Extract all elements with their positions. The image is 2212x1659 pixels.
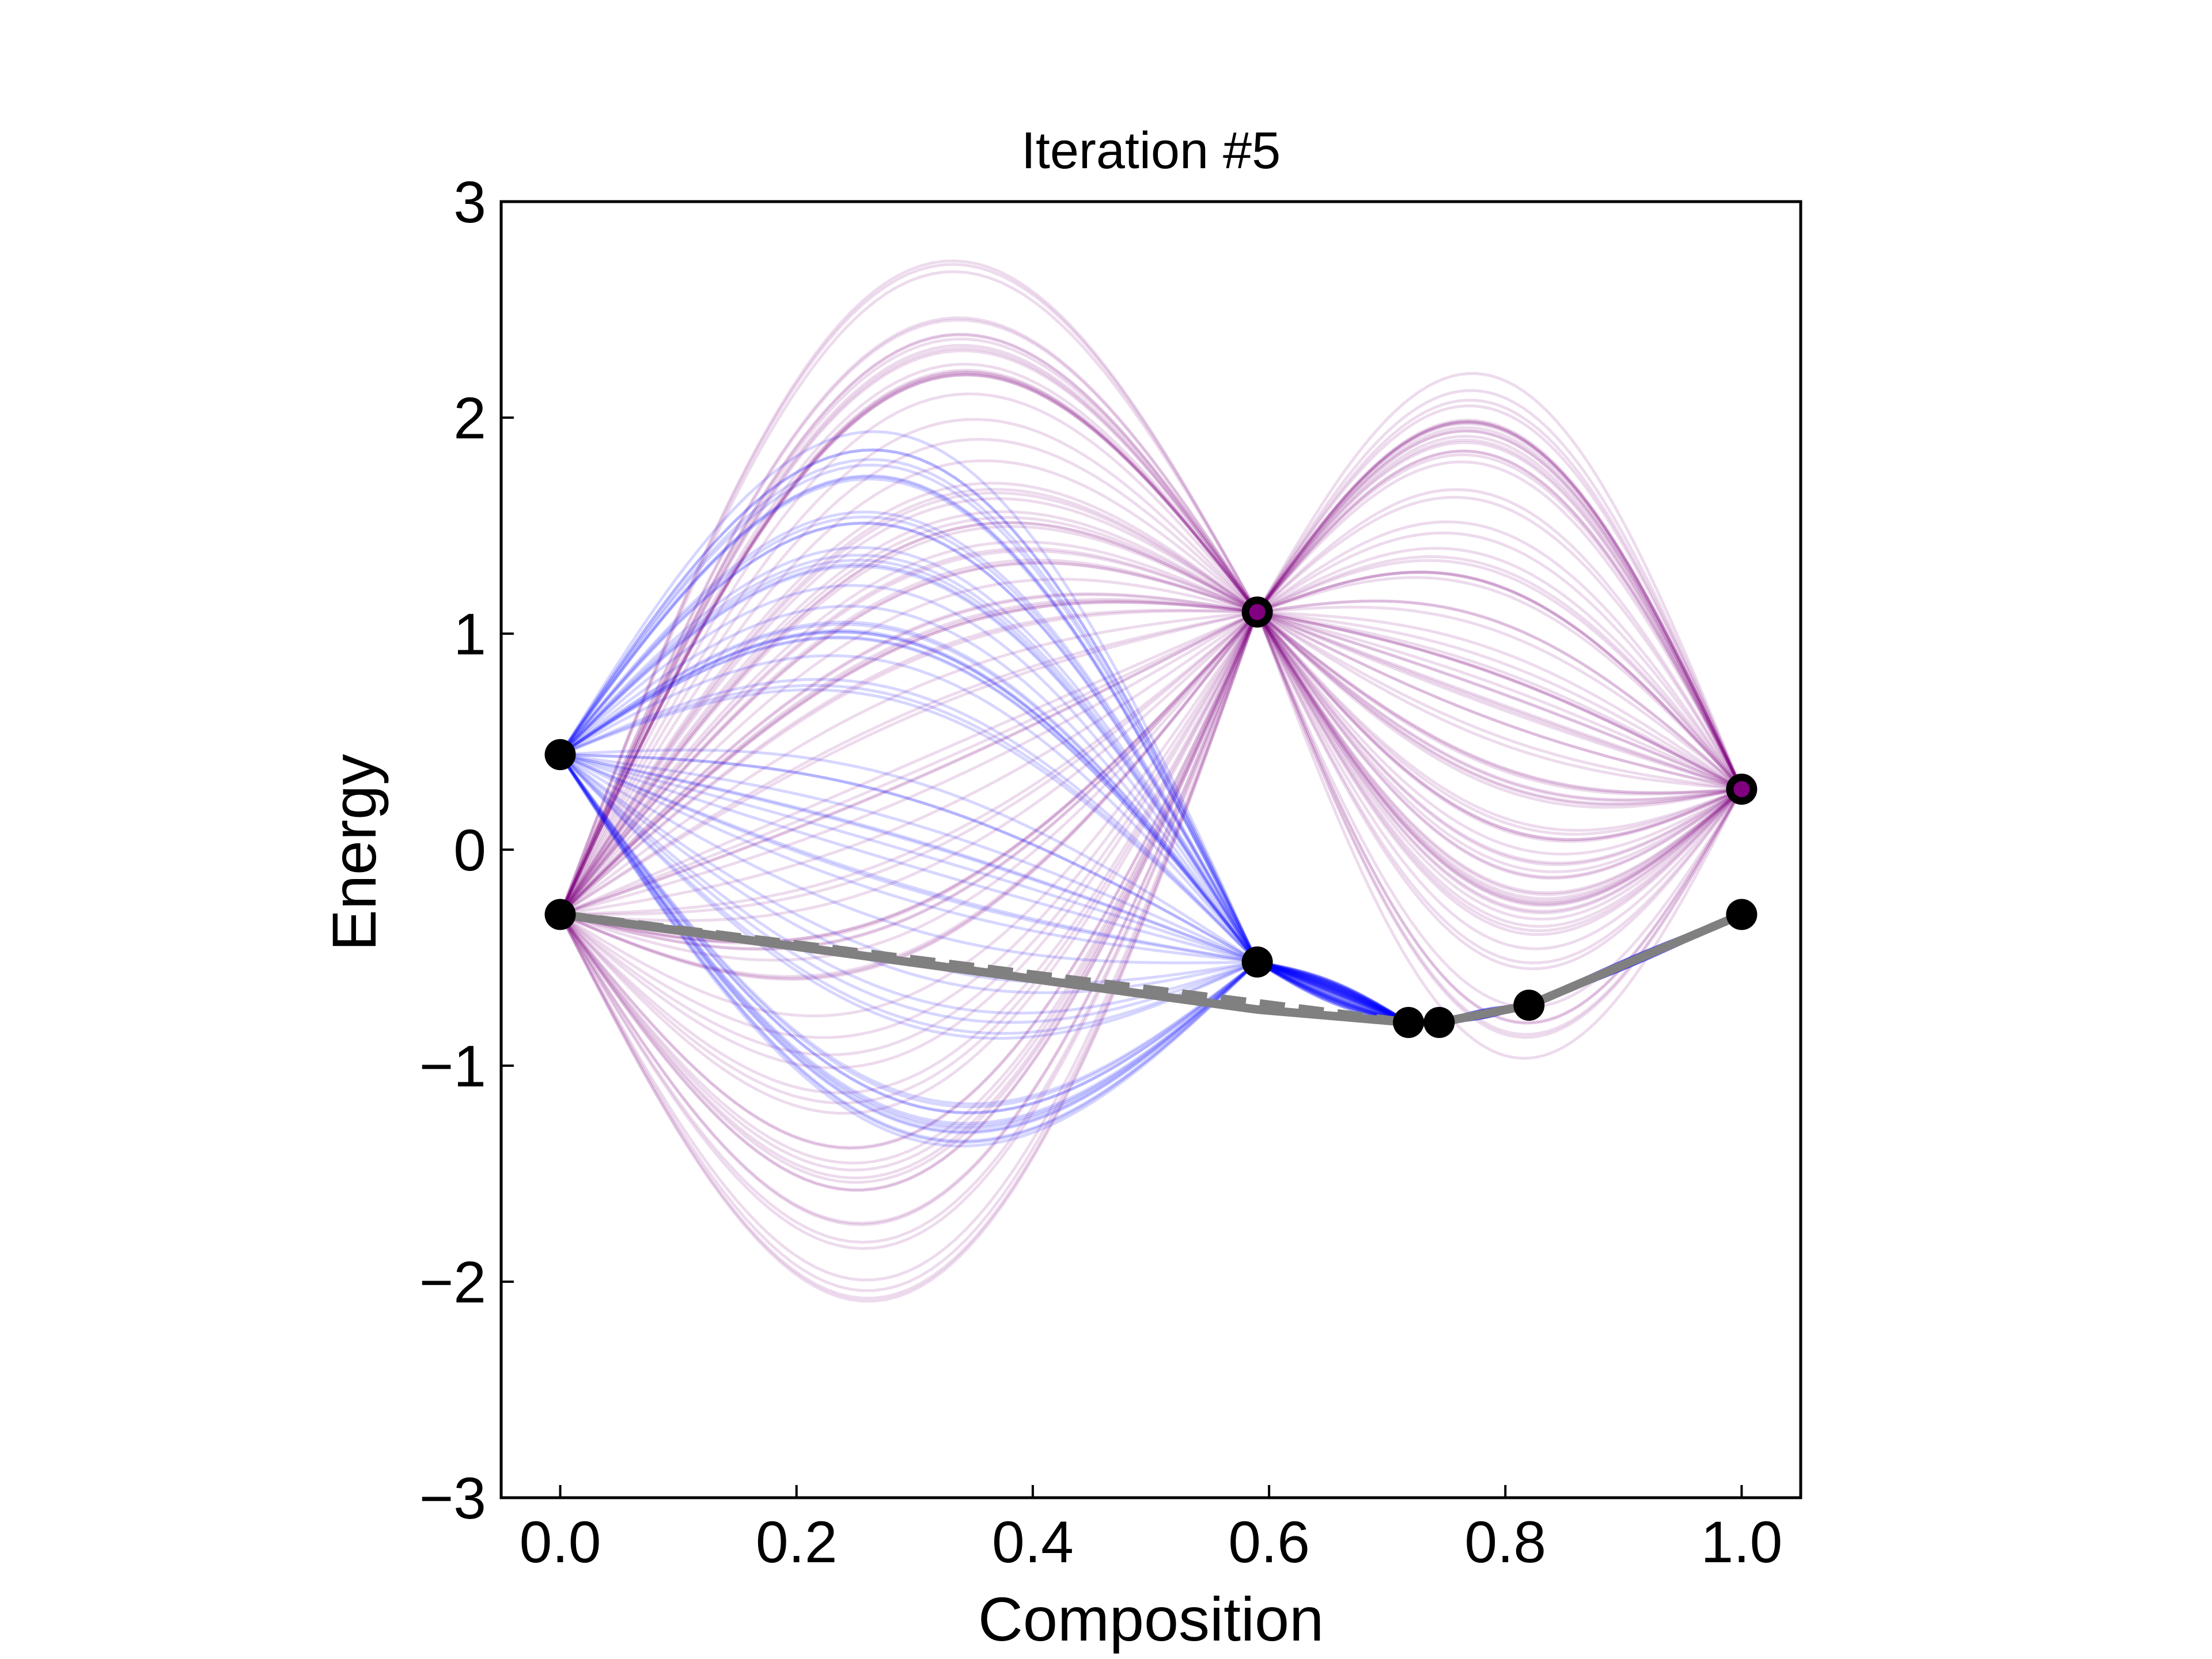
data-point-marker [1241, 946, 1273, 978]
y-axis-label: Energy [319, 754, 389, 951]
data-point-marker [1726, 899, 1758, 930]
x-tick-label: 0.2 [756, 1509, 838, 1575]
y-tick-label: 2 [453, 385, 486, 451]
axes: 0.0 0.2 0.4 0.6 0.8 1.0 −3 −2 −1 0 1 2 3 [419, 169, 1802, 1575]
x-tick-label: 0.6 [1228, 1509, 1310, 1575]
chart-title: Iteration #5 [1021, 122, 1281, 180]
data-point-marker [1513, 990, 1545, 1021]
data-point-marker [1423, 1007, 1455, 1038]
y-tick-label: −1 [419, 1033, 486, 1099]
y-tick-label: −2 [419, 1249, 486, 1315]
x-axis-label: Composition [978, 1584, 1324, 1654]
y-tick-label: 0 [453, 817, 486, 883]
purple-point-marker [1249, 604, 1266, 620]
y-tick-label: 3 [453, 169, 486, 235]
x-tick-label: 0.0 [520, 1509, 601, 1575]
x-tick-label: 0.8 [1464, 1509, 1546, 1575]
data-point-marker [544, 739, 576, 770]
x-tick-label: 0.4 [992, 1509, 1074, 1575]
data-point-marker [1393, 1007, 1425, 1038]
y-tick-label: 1 [453, 601, 486, 667]
y-tick-label: −3 [419, 1465, 486, 1531]
data-point-marker [544, 899, 576, 930]
x-tick-label: 1.0 [1701, 1509, 1783, 1575]
purple-point-marker [1733, 781, 1750, 797]
